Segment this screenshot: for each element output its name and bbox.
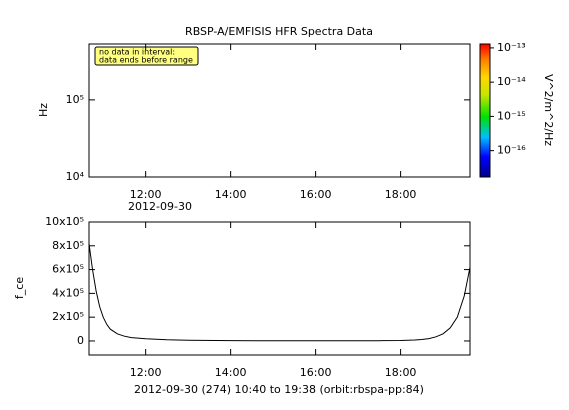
chart-title: RBSP-A/EMFISIS HFR Spectra Data: [185, 25, 373, 38]
y-axis-label: Hz: [37, 103, 50, 117]
y-axis-label: f_ce: [13, 277, 26, 299]
x-tick-label: 14:00: [215, 366, 247, 379]
x-tick-label: 18:00: [385, 366, 417, 379]
colorbar-tick-label: 10⁻¹⁴: [497, 75, 526, 88]
y-tick-label: 10⁵: [66, 93, 84, 106]
data-line: [88, 243, 471, 342]
y-tick-label: 6x10⁵: [52, 263, 84, 276]
x-date-label: 2012-09-30: [128, 200, 192, 213]
y-tick-label: 2x10⁵: [52, 310, 84, 323]
annotation: no data in interval:: [99, 48, 175, 57]
x-tick-label: 16:00: [300, 188, 332, 201]
x-axis-label: 2012-09-30 (274) 10:40 to 19:38 (orbit:r…: [134, 383, 424, 396]
colorbar-tick-label: 10⁻¹³: [497, 41, 526, 54]
y-tick-label: 8x10⁵: [52, 239, 84, 252]
y-tick-label: 4x10⁵: [52, 286, 84, 299]
colorbar: [479, 43, 491, 178]
annotation: data ends before range: [99, 56, 193, 65]
annotation-box: [94, 46, 199, 66]
plot-frame: [88, 221, 471, 356]
x-tick-label: 14:00: [215, 188, 247, 201]
y-tick-label: 10x10⁵: [45, 215, 84, 228]
colorbar-tick-label: 10⁻¹⁵: [497, 109, 526, 122]
x-tick-label: 12:00: [130, 366, 162, 379]
y-tick-label: 10⁴: [66, 170, 85, 183]
x-tick-label: 16:00: [300, 366, 332, 379]
plot-frame: [88, 43, 471, 178]
colorbar-tick-label: 10⁻¹⁶: [497, 144, 526, 157]
colorbar-label: V^2/m^2/Hz: [542, 74, 555, 146]
x-tick-label: 18:00: [385, 188, 417, 201]
x-tick-label: 12:00: [130, 188, 162, 201]
y-tick-label: 0: [77, 334, 84, 347]
